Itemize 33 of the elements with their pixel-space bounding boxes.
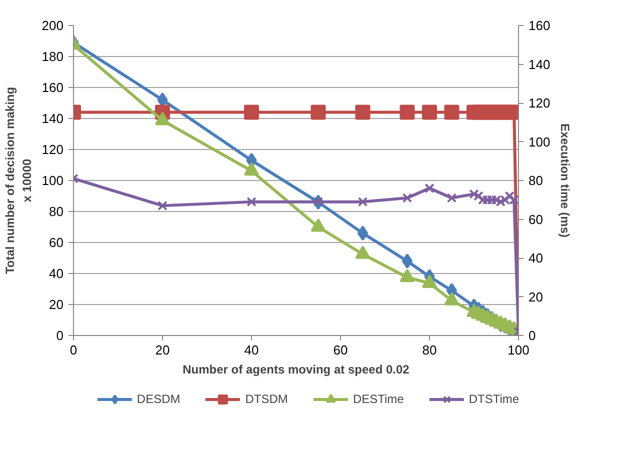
legend-label: DTSDM: [245, 392, 288, 406]
y-axis-title: Total number of decision making x 10000: [3, 86, 34, 274]
y2-axis-title: Execution time (ms): [558, 123, 572, 238]
x-tick-label: 20: [155, 342, 170, 358]
y-tick-label: 40: [49, 266, 64, 281]
legend-label: DESTime: [352, 392, 404, 406]
y-tick-label: 80: [49, 204, 64, 219]
y-tick-label: 140: [42, 111, 64, 126]
y-tick-label: 120: [42, 142, 64, 157]
x-tick-label: 80: [422, 342, 437, 358]
y2-tick-label: 80: [528, 173, 543, 188]
y-tick-label: 180: [42, 49, 64, 64]
legend-label: DESDM: [136, 392, 180, 406]
legend-label: DTSTime: [468, 392, 520, 406]
y-tick-label: 100: [42, 173, 64, 188]
y2-tick-label: 100: [528, 134, 550, 150]
x-tick-label: 60: [333, 342, 348, 358]
y2-tick-label: 60: [528, 212, 543, 227]
y2-tick-label: 160: [528, 18, 550, 33]
y2-tick-label: 120: [528, 96, 550, 110]
y2-tick-label: 140: [528, 56, 550, 72]
y-tick-label: 60: [49, 235, 64, 250]
x-tick-label: 0: [70, 342, 78, 358]
x-tick-label: 40: [244, 342, 259, 358]
y2-tick-label: 20: [528, 289, 543, 304]
x-axis-title: Number of agents moving at speed 0.02: [182, 362, 410, 376]
y-tick-label: 20: [49, 297, 64, 312]
y2-tick-label: 0: [528, 328, 536, 343]
y-tick-label: 0: [56, 328, 64, 343]
y2-tick-label: 40: [528, 250, 543, 266]
x-tick-label: 100: [508, 342, 530, 358]
y-tick-label: 200: [42, 18, 64, 33]
y-tick-label: 160: [42, 80, 64, 95]
